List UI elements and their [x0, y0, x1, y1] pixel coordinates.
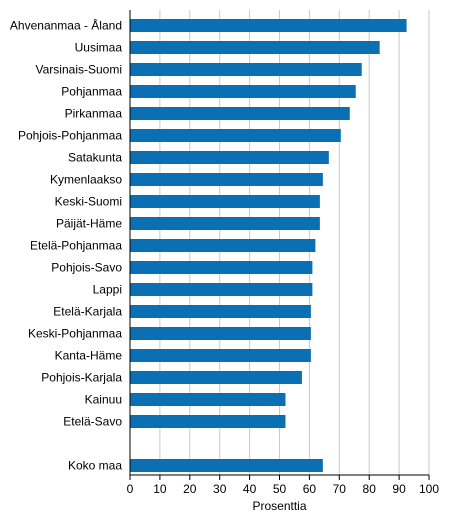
- x-tick-label: 10: [153, 482, 167, 496]
- bar: [130, 261, 313, 274]
- category-label: Keski-Pohjanmaa: [28, 327, 122, 341]
- bar: [130, 63, 362, 76]
- bar: [130, 107, 350, 120]
- category-label: Kymenlaakso: [50, 173, 122, 187]
- category-label: Koko maa: [68, 459, 122, 473]
- bar: [130, 173, 323, 186]
- category-label: Päijät-Häme: [56, 217, 122, 231]
- category-label: Pirkanmaa: [65, 107, 123, 121]
- bar: [130, 41, 380, 54]
- bar: [130, 19, 407, 32]
- bars: [130, 19, 407, 472]
- bar: [130, 327, 311, 340]
- bar: [130, 195, 320, 208]
- category-labels: Ahvenanmaa - Åland Uusimaa Varsinais-Suomi…: [10, 18, 122, 473]
- bar: [130, 151, 329, 164]
- bar: [130, 239, 316, 252]
- category-label: Etelä-Savo: [63, 415, 122, 429]
- category-label: Kanta-Häme: [55, 349, 123, 363]
- bar: [130, 415, 286, 428]
- category-label: Etelä-Pohjanmaa: [30, 239, 122, 253]
- bar: [130, 283, 313, 296]
- category-label: Varsinais-Suomi: [36, 63, 122, 77]
- category-label: Pohjois-Pohjanmaa: [18, 129, 122, 143]
- category-label: Pohjois-Savo: [51, 261, 122, 275]
- category-label: Kainuu: [85, 393, 122, 407]
- bar: [130, 305, 311, 318]
- bar: [130, 393, 286, 406]
- x-tick-label: 20: [183, 482, 197, 496]
- x-tick-label: 30: [213, 482, 227, 496]
- x-tick-label: 100: [419, 482, 439, 496]
- x-tick-label: 0: [127, 482, 134, 496]
- bar: [130, 371, 302, 384]
- bar: [130, 85, 356, 98]
- x-axis-title: Prosenttia: [252, 499, 306, 513]
- x-tick-label: 50: [273, 482, 287, 496]
- category-label: Uusimaa: [75, 41, 123, 55]
- x-axis: 0 10 20 30 40 50 60 70 80 90 100: [127, 10, 439, 496]
- x-tick-label: 80: [363, 482, 377, 496]
- category-label: Keski-Suomi: [55, 195, 122, 209]
- x-tick-label: 70: [333, 482, 347, 496]
- category-label: Etelä-Karjala: [53, 305, 122, 319]
- bar: [130, 129, 341, 142]
- bar: [130, 459, 323, 472]
- category-label: Pohjois-Karjala: [41, 371, 122, 385]
- category-label: Pohjanmaa: [61, 85, 122, 99]
- bar: [130, 349, 311, 362]
- bar: [130, 217, 320, 230]
- category-label: Ahvenanmaa - Åland: [10, 18, 122, 33]
- x-tick-label: 40: [243, 482, 257, 496]
- x-tick-label: 90: [392, 482, 406, 496]
- x-tick-label: 60: [303, 482, 317, 496]
- category-label: Lappi: [93, 283, 122, 297]
- category-label: Satakunta: [68, 151, 122, 165]
